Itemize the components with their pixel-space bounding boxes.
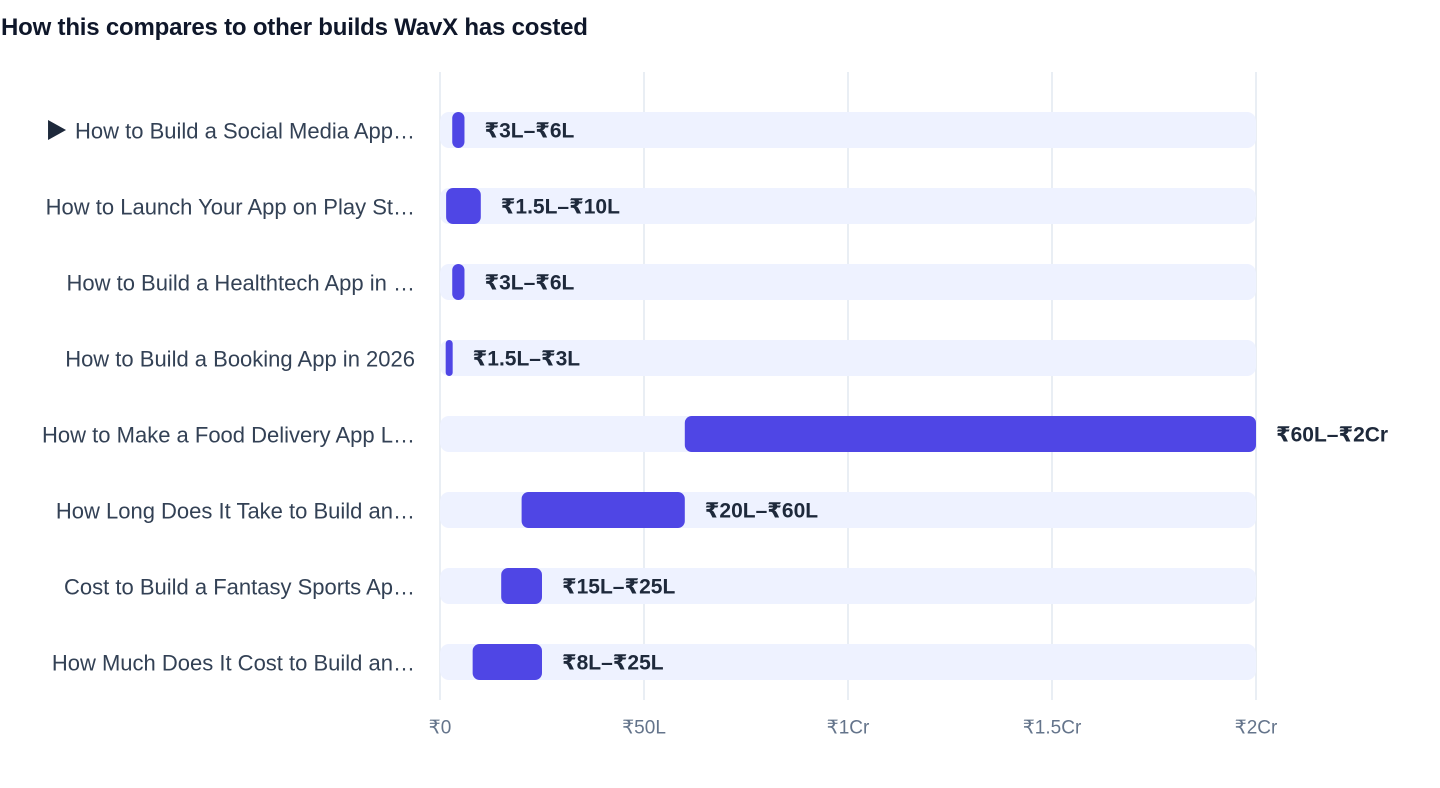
x-tick-label: ₹1.5Cr [1023, 718, 1082, 739]
chart-title: How this compares to other builds WavX h… [1, 14, 588, 41]
row-label: How Long Does It Take to Build an… [56, 499, 415, 524]
range-value-label: ₹8L–₹25L [562, 652, 664, 675]
row-label: How to Make a Food Delivery App L… [42, 423, 415, 448]
value-label-layer: ₹3L–₹6L ₹1.5L–₹10L ₹3L–₹6L ₹1.5L–₹3L ₹60L–₹2… [473, 120, 1388, 675]
current-row-marker-icon [48, 120, 67, 140]
bar-layer [445, 112, 1256, 680]
range-value-label: ₹1.5L–₹3L [473, 348, 581, 371]
range-bar[interactable] [445, 340, 453, 376]
x-tick-label: ₹0 [429, 718, 452, 739]
bar-track [440, 264, 1256, 300]
bar-track [440, 644, 1256, 680]
range-value-label: ₹20L–₹60L [705, 500, 818, 523]
range-value-label: ₹3L–₹6L [484, 272, 574, 295]
row-label: How to Build a Healthtech App in … [66, 271, 415, 296]
range-value-label: ₹1.5L–₹10L [501, 196, 620, 219]
range-bar[interactable] [446, 188, 481, 224]
x-tick-label: ₹2Cr [1235, 718, 1278, 739]
range-bar[interactable] [684, 416, 1256, 452]
range-bar[interactable] [452, 112, 465, 148]
grid-layer [439, 72, 1257, 700]
row-label: How Much Does It Cost to Build an… [52, 651, 415, 676]
bar-track [440, 340, 1256, 376]
bar-track [440, 112, 1256, 148]
row-label: Cost to Build a Fantasy Sports Ap… [64, 575, 415, 600]
row-label: How to Build a Booking App in 2026 [65, 347, 415, 372]
range-bar[interactable] [521, 492, 685, 528]
bar-track [440, 188, 1256, 224]
range-bar[interactable] [472, 644, 542, 680]
range-value-label: ₹3L–₹6L [484, 120, 574, 143]
row-label-layer: How to Build a Social Media App… How to L… [42, 119, 415, 676]
x-axis-tick-layer: ₹0 ₹50L ₹1Cr ₹1.5Cr ₹2Cr [429, 718, 1278, 739]
range-value-label: ₹60L–₹2Cr [1276, 424, 1388, 447]
row-label: How to Launch Your App on Play St… [46, 195, 415, 220]
range-value-label: ₹15L–₹25L [562, 576, 675, 599]
bar-track [440, 568, 1256, 604]
x-tick-label: ₹50L [622, 718, 666, 739]
range-bar[interactable] [501, 568, 542, 604]
range-bar[interactable] [452, 264, 465, 300]
row-label: How to Build a Social Media App… [75, 119, 415, 144]
x-tick-label: ₹1Cr [827, 718, 870, 739]
